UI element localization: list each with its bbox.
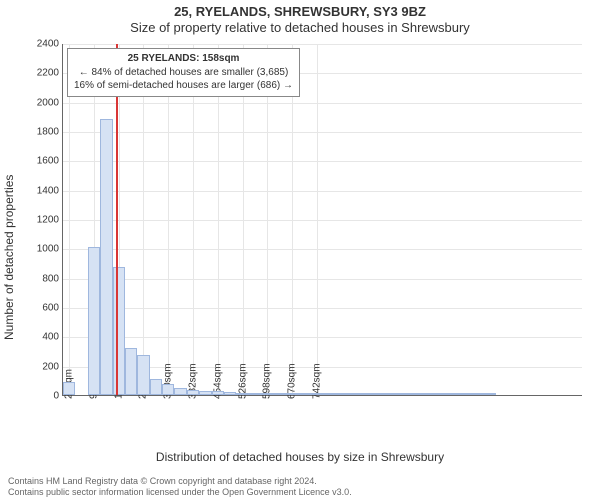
gridline-h — [63, 191, 582, 192]
gridline-h — [63, 161, 582, 162]
histogram-bar — [484, 393, 496, 395]
chart-container: 25, RYELANDS, SHREWSBURY, SY3 9BZ Size o… — [0, 0, 600, 500]
gridline-h — [63, 279, 582, 280]
annotation-line-larger: 16% of semi-detached houses are larger (… — [74, 79, 293, 93]
footer-line1: Contains HM Land Registry data © Crown c… — [8, 476, 592, 487]
y-tick: 1400 — [37, 185, 59, 196]
gridline-v — [69, 44, 70, 395]
y-tick: 1000 — [37, 244, 59, 255]
gridline-h — [63, 103, 582, 104]
gridline-h — [63, 44, 582, 45]
gridline-h — [63, 220, 582, 221]
histogram-bar — [472, 393, 484, 395]
histogram-bar — [385, 393, 397, 395]
reference-line — [116, 44, 118, 395]
histogram-bar — [360, 393, 372, 395]
histogram-bar — [434, 393, 446, 395]
gridline-v — [193, 44, 194, 395]
histogram-bar — [125, 348, 137, 395]
annotation-title: 25 RYELANDS: 158sqm — [74, 52, 293, 66]
histogram-bar — [88, 247, 100, 395]
annotation-box: 25 RYELANDS: 158sqm ← 84% of detached ho… — [67, 48, 300, 97]
histogram-bar — [459, 393, 471, 395]
histogram-bar — [323, 393, 335, 395]
x-axis-label: Distribution of detached houses by size … — [0, 450, 600, 464]
y-tick: 0 — [53, 391, 59, 402]
histogram-bar — [100, 119, 112, 395]
footer-licence: Contains HM Land Registry data © Crown c… — [8, 476, 592, 499]
gridline-v — [267, 44, 268, 395]
y-tick: 200 — [42, 361, 59, 372]
histogram-bar — [261, 393, 273, 395]
footer-line2: Contains public sector information licen… — [8, 487, 592, 498]
histogram-bar — [174, 388, 186, 395]
gridline-h — [63, 249, 582, 250]
histogram-bar — [212, 391, 224, 395]
gridline-v — [243, 44, 244, 395]
histogram-bar — [224, 392, 236, 395]
histogram-bar — [187, 390, 199, 395]
y-tick: 2000 — [37, 97, 59, 108]
gridline-h — [63, 337, 582, 338]
histogram-bar — [273, 393, 285, 395]
gridline-v — [143, 44, 144, 395]
y-tick: 1200 — [37, 215, 59, 226]
y-tick: 800 — [42, 273, 59, 284]
gridline-v — [168, 44, 169, 395]
histogram-bar — [113, 267, 125, 395]
histogram-bar — [422, 393, 434, 395]
gridline-h — [63, 132, 582, 133]
histogram-bar — [286, 393, 298, 395]
plot-area: 0200400600800100012001400160018002000220… — [62, 44, 582, 396]
histogram-bar — [373, 393, 385, 395]
y-tick: 2400 — [37, 39, 59, 50]
histogram-bar — [150, 379, 162, 395]
page-address: 25, RYELANDS, SHREWSBURY, SY3 9BZ — [0, 4, 600, 19]
histogram-bar — [162, 384, 174, 395]
y-axis-label: Number of detached properties — [2, 75, 16, 240]
y-tick: 400 — [42, 332, 59, 343]
y-tick: 1800 — [37, 127, 59, 138]
histogram-bar — [137, 355, 149, 395]
y-tick: 2200 — [37, 68, 59, 79]
gridline-v — [292, 44, 293, 395]
histogram-bar — [249, 393, 261, 395]
annotation-line-smaller: ← 84% of detached houses are smaller (3,… — [74, 66, 293, 80]
histogram-bar — [311, 393, 323, 395]
histogram-bar — [63, 382, 75, 395]
y-tick: 1600 — [37, 156, 59, 167]
histogram-bar — [348, 393, 360, 395]
histogram-bar — [447, 393, 459, 395]
y-tick: 600 — [42, 303, 59, 314]
histogram-bar — [410, 393, 422, 395]
histogram-bar — [298, 393, 310, 395]
gridline-v — [317, 44, 318, 395]
gridline-h — [63, 308, 582, 309]
histogram-bar — [236, 393, 248, 395]
histogram-bar — [199, 391, 211, 395]
chart-title: Size of property relative to detached ho… — [0, 20, 600, 35]
gridline-v — [218, 44, 219, 395]
histogram-bar — [397, 393, 409, 395]
histogram-bar — [335, 393, 347, 395]
